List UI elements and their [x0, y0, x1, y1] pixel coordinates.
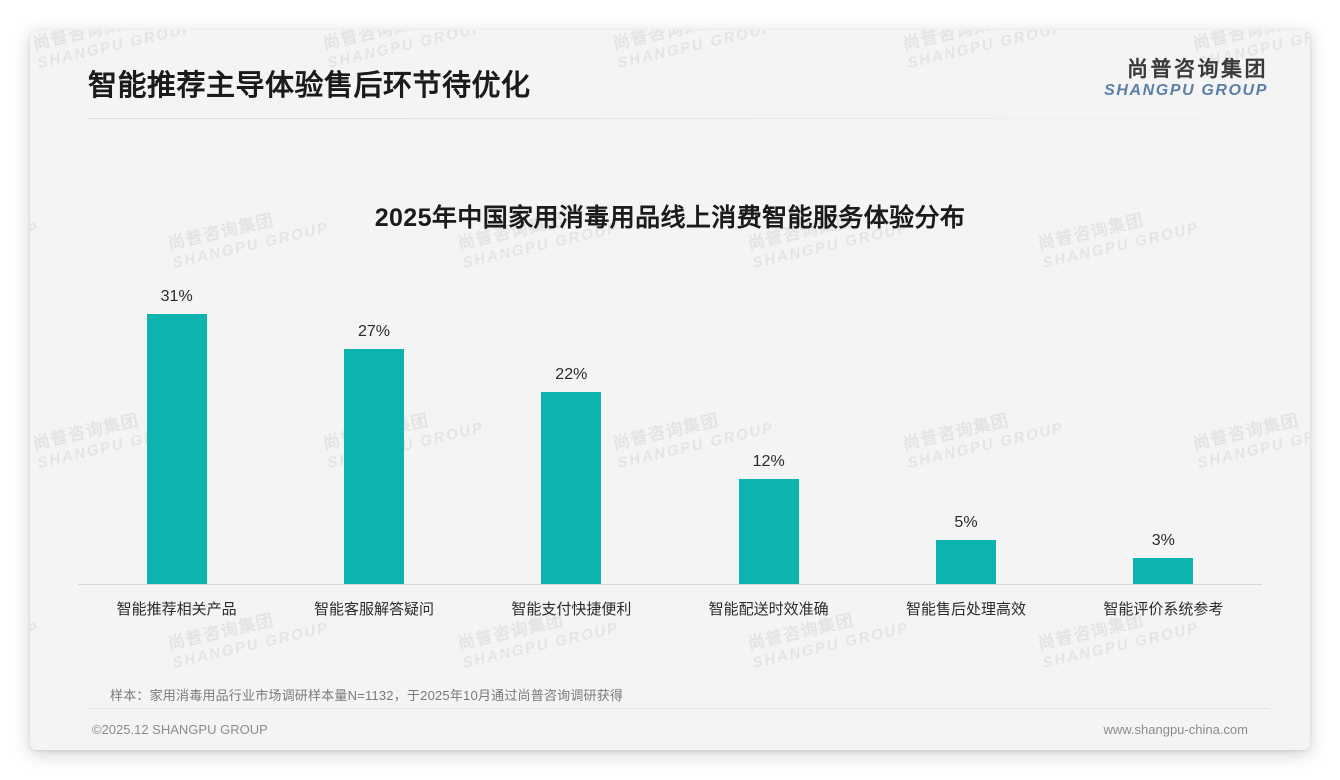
chart-title: 2025年中国家用消毒用品线上消费智能服务体验分布 — [374, 204, 966, 232]
bar-value-label: 12% — [752, 453, 785, 471]
x-axis-category-label: 智能配送时效准确 — [708, 601, 829, 618]
slide-footer: ©2025.12 SHANGPU GROUP www.shangpu-china… — [30, 709, 1310, 750]
bar-chart-plot-area: 31% 27% 22% 12% 5% 3% — [78, 280, 1262, 585]
bar-value-label: 31% — [160, 287, 193, 305]
bar-shape[interactable] — [935, 540, 996, 584]
slide-header: 智能推荐主导体验售后环节待优化 尚普咨询集团 SHANGPU GROUP — [30, 30, 1310, 122]
footer-copyright: ©2025.12 SHANGPU GROUP — [92, 722, 268, 737]
x-axis-category-label: 智能支付快捷便利 — [511, 601, 632, 618]
x-axis-baseline — [78, 584, 1262, 585]
chart-region: 2025年中国家用消毒用品线上消费智能服务体验分布 31% 27% 22% 12% 5%… — [30, 122, 1310, 682]
x-axis-category-label: 智能推荐相关产品 — [116, 601, 237, 618]
bar-shape[interactable] — [1133, 557, 1194, 584]
bar-shape[interactable] — [146, 313, 207, 584]
x-axis-label-row: 智能推荐相关产品 智能客服解答疑问 智能支付快捷便利 智能配送时效准确 智能售后处理高效… — [78, 598, 1262, 624]
bar-value-label: 22% — [555, 366, 588, 384]
brand-logo: 尚普咨询集团 SHANGPU GROUP — [1104, 58, 1268, 99]
bar-column[interactable]: 27% — [275, 279, 472, 584]
bar-column[interactable]: 31% — [78, 279, 275, 584]
bar-column[interactable]: 12% — [670, 279, 867, 584]
bar-column[interactable]: 5% — [867, 279, 1064, 584]
sample-footnote: 样本：家用消毒用品行业市场调研样本量N=1132，于2025年10月通过尚普咨询… — [110, 688, 624, 703]
brand-logo-cn: 尚普咨询集团 — [1127, 58, 1268, 81]
x-axis-category-label: 智能售后处理高效 — [905, 601, 1026, 618]
bar-shape[interactable] — [343, 348, 404, 584]
x-axis-category-label: 智能评价系统参考 — [1103, 601, 1224, 618]
bar-column[interactable]: 3% — [1065, 279, 1262, 584]
x-axis-category-label: 智能客服解答疑问 — [313, 601, 434, 618]
bar-shape[interactable] — [541, 392, 602, 584]
slide-card: 尚普咨询集团 SHANGPU GROUP 尚普咨询集团 SHANGPU GROUP 尚普… — [30, 30, 1310, 750]
brand-logo-en: SHANGPU GROUP — [1104, 81, 1268, 99]
footer-url[interactable]: www.shangpu-china.com — [1103, 722, 1248, 737]
header-divider — [88, 118, 1270, 119]
footer-divider — [88, 708, 1270, 709]
page-title: 智能推荐主导体验售后环节待优化 — [88, 70, 531, 102]
bar-shape[interactable] — [738, 479, 799, 584]
bar-value-label: 3% — [1151, 531, 1175, 549]
bar-value-label: 5% — [954, 514, 978, 532]
bar-value-label: 27% — [357, 322, 390, 340]
bar-column[interactable]: 22% — [473, 279, 670, 584]
